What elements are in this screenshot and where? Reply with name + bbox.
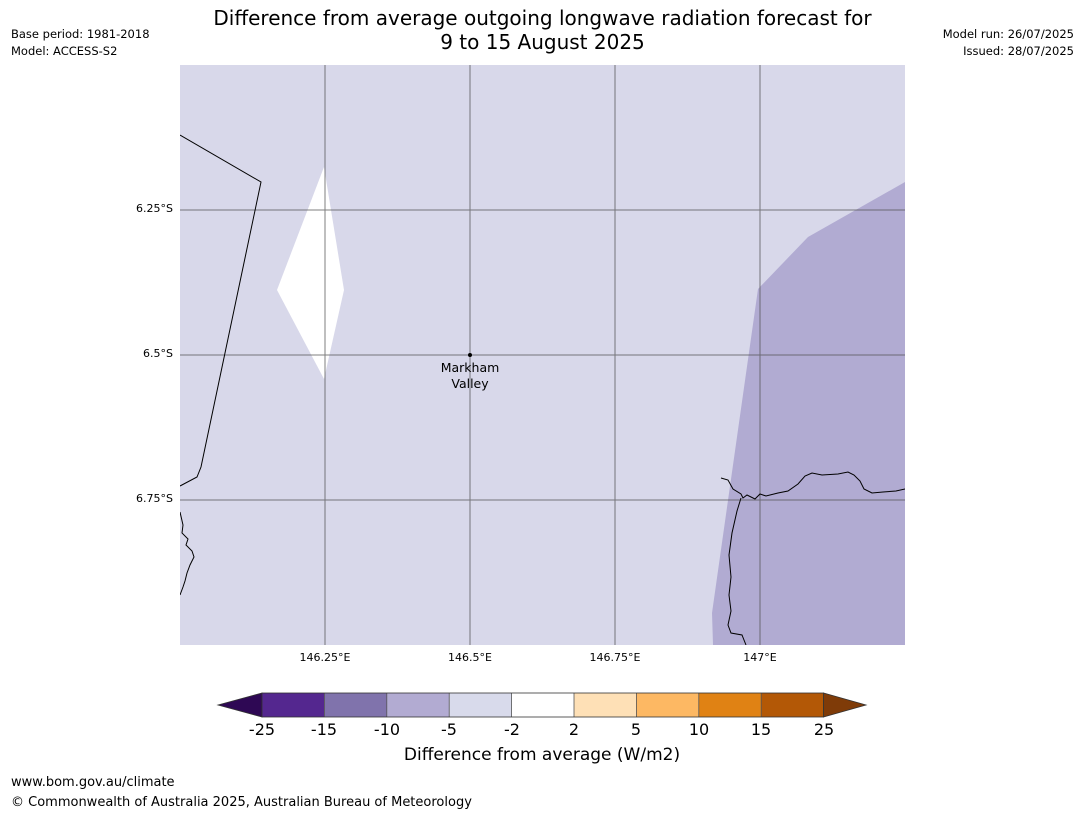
region-lower-category [712,182,905,645]
colorbar-bin [386,693,450,717]
colorbar-extend-low [216,692,263,718]
place-label: Markham Valley [441,360,500,392]
colorbar-bin [636,693,699,717]
colorbar-bin [511,693,574,717]
title-line-2: 9 to 15 August 2025 [440,30,645,54]
colorbar-title: Difference from average (W/m2) [403,745,681,765]
place-label-line-2: Valley [451,376,489,391]
colorbar-tick: -10 [373,720,401,739]
model-run-text: Model run: 26/07/2025 [942,27,1074,41]
place-label-line-1: Markham [440,360,500,375]
colorbar-frame [261,692,824,718]
issued-text: Issued: 28/07/2025 [963,44,1074,58]
colorbar-bin [262,693,325,717]
footer-copyright: © Commonwealth of Australia 2025, Austra… [11,795,472,810]
model-text: Model: ACCESS-S2 [11,44,118,58]
lon-label-146-5: 146.5°E [448,651,492,664]
colorbar-tick: 5 [630,720,642,739]
forecast-map [180,65,905,645]
map-svg [180,65,905,645]
colorbar-extend-high [823,692,868,718]
location-marker [468,353,472,357]
region-neutral-category [277,167,344,379]
meta-right: Model run: 26/07/2025 Issued: 28/07/2025 [943,26,1074,60]
lat-label-6-75: 6.75°S [136,492,173,505]
colorbar-bin [324,693,387,717]
colorbar-bin [761,693,824,717]
colorbar-bin [449,693,512,717]
colorbar-tick: 10 [688,720,710,739]
gridlines [180,65,905,645]
colorbar-dividers [324,693,762,717]
colorbar-tick: 25 [813,720,835,739]
coastline-east-south [727,497,747,645]
meta-left: Base period: 1981-2018 Model: ACCESS-S2 [11,26,150,60]
colorbar-tick: 2 [568,720,580,739]
colorbar [216,692,868,718]
border-line [180,134,262,487]
colorbar-tick: 15 [750,720,772,739]
footer-url[interactable]: www.bom.gov.au/climate [11,775,175,790]
lon-label-146-25: 146.25°E [299,651,351,664]
colorbar-tick: -15 [310,720,338,739]
coastline-east [720,471,905,500]
colorbar-bin [698,693,762,717]
colorbar-tick: -25 [248,720,276,739]
chart-title: Difference from average outgoing longwav… [180,6,905,54]
title-line-1: Difference from average outgoing longwav… [213,6,872,30]
lat-label-6-5: 6.5°S [143,347,173,360]
coastline-west [180,511,195,596]
colorbar-bin [574,693,637,717]
colorbar-tick: -5 [441,720,457,739]
lat-label-6-25: 6.25°S [136,202,173,215]
colorbar-tick: -2 [504,720,520,739]
lon-label-146-75: 146.75°E [589,651,641,664]
base-period-text: Base period: 1981-2018 [11,27,150,41]
lon-label-147: 147°E [743,651,777,664]
